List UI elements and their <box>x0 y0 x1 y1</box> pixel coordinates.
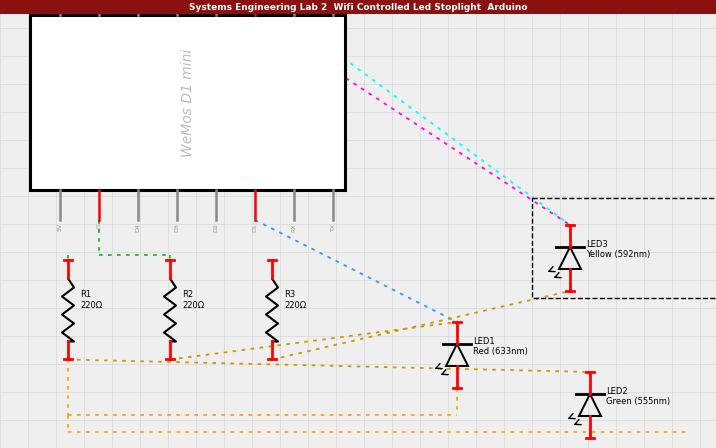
Text: D2: D2 <box>213 223 218 232</box>
Bar <box>532 198 716 298</box>
Text: D3: D3 <box>175 223 180 232</box>
Text: R3
220Ω: R3 220Ω <box>284 290 306 310</box>
Text: D4: D4 <box>135 223 140 232</box>
Text: G: G <box>97 223 102 228</box>
Bar <box>0 0 716 14</box>
Text: Systems Engineering Lab 2  Wifi Controlled Led Stoplight  Arduino: Systems Engineering Lab 2 Wifi Controlle… <box>189 3 527 12</box>
Text: TX: TX <box>331 223 336 231</box>
Text: LED3
Yellow (592nm): LED3 Yellow (592nm) <box>586 240 650 259</box>
Bar <box>30 15 345 190</box>
Text: 5V: 5V <box>57 223 62 231</box>
Text: D1: D1 <box>253 223 258 232</box>
Text: R2
220Ω: R2 220Ω <box>182 290 204 310</box>
Text: R1
220Ω: R1 220Ω <box>80 290 102 310</box>
Text: LED1
Red (633nm): LED1 Red (633nm) <box>473 337 528 357</box>
Text: LED2
Green (555nm): LED2 Green (555nm) <box>606 387 670 406</box>
Text: RX: RX <box>291 223 296 232</box>
Text: WeMos D1 mini: WeMos D1 mini <box>180 48 195 157</box>
